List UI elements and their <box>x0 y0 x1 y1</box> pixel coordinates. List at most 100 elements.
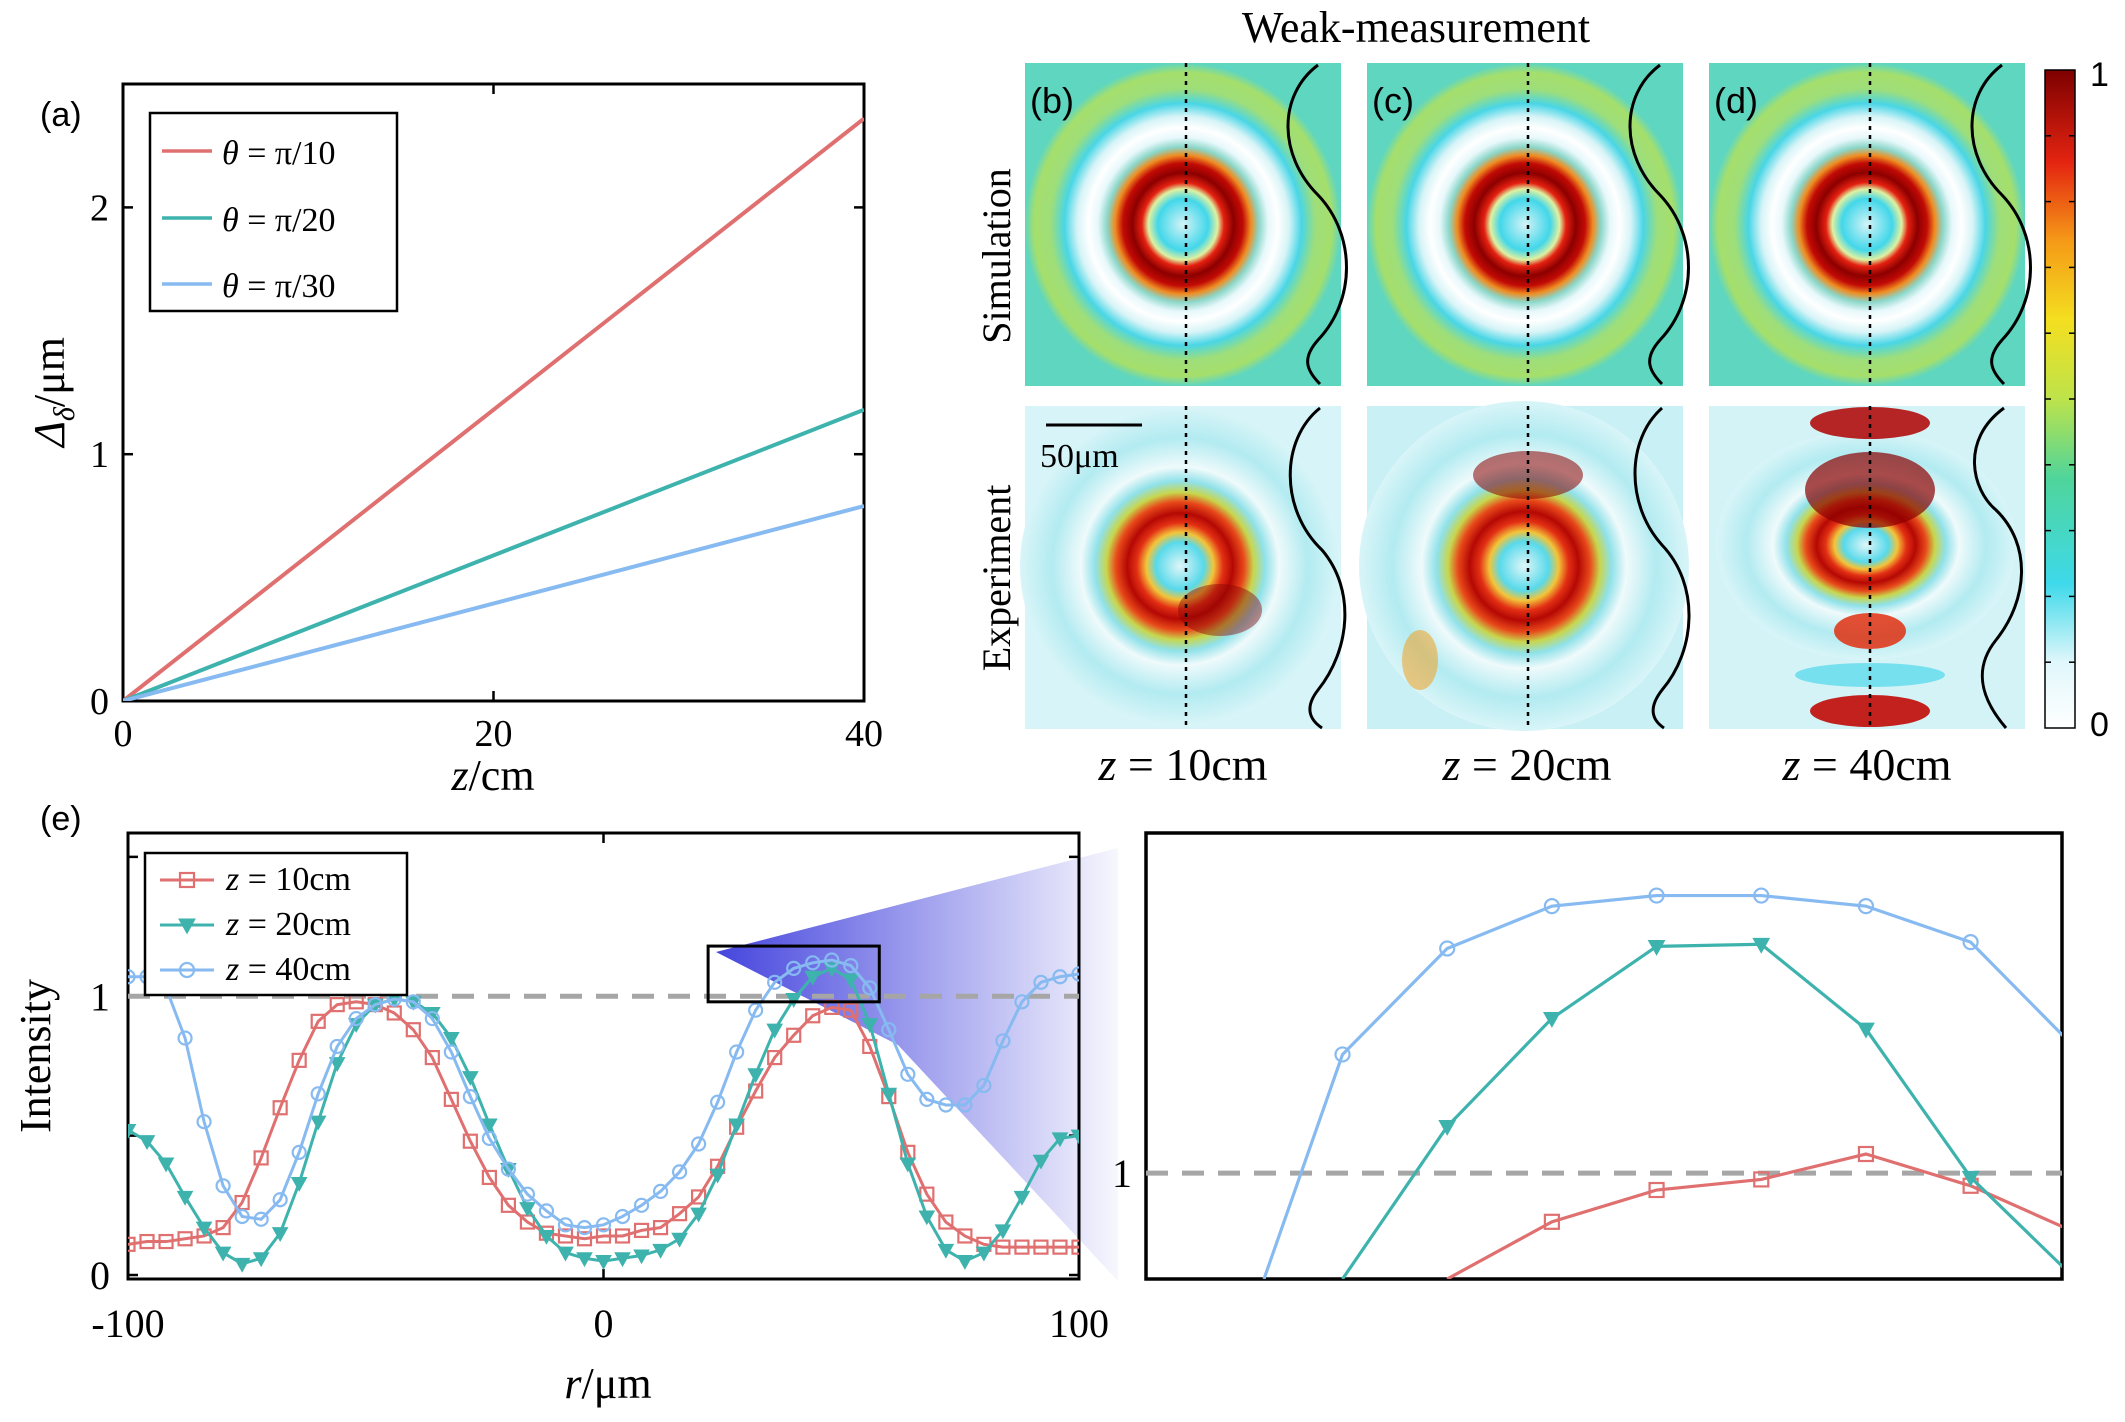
e-point-1 <box>671 1206 688 1222</box>
e-xtick-label: 0 <box>594 1301 614 1346</box>
colorbar-min-label: 0 <box>2090 706 2109 744</box>
zoom-series-line-2 <box>1341 942 2062 1279</box>
zoom-ytick-label: 1 <box>1112 1151 1132 1196</box>
e-point-3 <box>995 1033 1011 1049</box>
e-point-3 <box>1071 966 1079 982</box>
zoom-point-2 <box>1438 1120 1457 1136</box>
e-point-2 <box>233 1257 251 1273</box>
e-point-1 <box>557 1228 574 1244</box>
legend-e-marker-3 <box>178 961 196 979</box>
e-point-3 <box>690 1136 707 1152</box>
e-point-3 <box>671 1164 688 1180</box>
e-point-1 <box>253 1150 269 1166</box>
e-point-1 <box>1014 1239 1030 1255</box>
e-point-2 <box>994 1224 1012 1240</box>
e-point-1 <box>500 1197 516 1213</box>
e-point-2 <box>709 1168 726 1184</box>
e-point-3 <box>177 1030 193 1046</box>
zoom-series-line-1 <box>1446 1152 2062 1279</box>
a-series-line-1 <box>123 116 864 701</box>
zoom-point-3 <box>1857 898 1875 915</box>
e-point-2 <box>309 1115 327 1131</box>
e-point-3 <box>557 1217 574 1233</box>
panel-a-xlabel: z/cm <box>450 751 534 800</box>
legend-e-marker-2 <box>178 918 196 935</box>
e-point-2 <box>157 1157 175 1173</box>
e-point-3 <box>1033 974 1049 990</box>
e-xtick-label: 100 <box>1049 1301 1109 1346</box>
e-point-3 <box>614 1208 631 1225</box>
e-point-1 <box>1071 1239 1079 1255</box>
e-point-2 <box>899 1157 917 1173</box>
e-point-3 <box>805 955 821 971</box>
panel-e-xlabel: r/μm <box>564 1359 651 1408</box>
e-point-1 <box>291 1052 307 1068</box>
e-point-2 <box>1070 1129 1079 1145</box>
heatmap-b-experiment: 50μm <box>1020 406 1347 730</box>
e-point-2 <box>595 1255 612 1270</box>
e-series-line-3 <box>128 958 1079 1230</box>
colorbar-max-label: 1 <box>2090 56 2109 94</box>
e-point-3 <box>957 1097 973 1113</box>
e-point-2 <box>328 1057 346 1072</box>
colorbar: 1 0 <box>2044 56 2109 744</box>
e-point-1 <box>957 1228 973 1244</box>
e-point-2 <box>214 1246 232 1262</box>
e-point-3 <box>424 1010 440 1027</box>
e-point-2 <box>956 1255 974 1270</box>
legend-a-item-1: θ = π/10 <box>222 135 336 172</box>
zoom-point-2 <box>1857 1022 1875 1039</box>
a-series-line-2 <box>123 407 864 701</box>
heatmap-c-label: (c) <box>1372 80 1414 121</box>
legend-e-item-1: z = 10cm <box>225 861 351 898</box>
e-series-line-1 <box>128 1000 1079 1249</box>
e-point-1 <box>177 1231 193 1247</box>
e-point-3 <box>462 1088 478 1105</box>
scale-bar-label: 50μm <box>1040 438 1119 475</box>
zoom-point-2 <box>1752 937 1771 954</box>
zoom-point-1 <box>1648 1181 1665 1199</box>
e-point-3 <box>348 1010 364 1027</box>
a-xtick-label: 0 <box>114 713 133 755</box>
e-point-1 <box>310 1013 326 1029</box>
zoom-point-1 <box>1543 1213 1560 1230</box>
e-point-2 <box>481 1118 498 1134</box>
e-point-2 <box>804 970 822 986</box>
e-point-3 <box>443 1044 459 1060</box>
e-point-2 <box>614 1252 631 1268</box>
e-point-1 <box>614 1228 631 1244</box>
panel-a-legend: θ = π/10 θ = π/20 θ = π/30 <box>148 111 399 313</box>
e-point-2 <box>1013 1190 1031 1206</box>
e-point-3 <box>291 1144 307 1160</box>
e-point-3 <box>710 1094 726 1110</box>
e-point-2 <box>842 973 860 989</box>
e-point-1 <box>139 1233 155 1250</box>
e-point-2 <box>462 1071 479 1086</box>
e-point-2 <box>576 1252 593 1268</box>
e-point-1 <box>424 1049 440 1066</box>
e-point-2 <box>519 1202 536 1217</box>
e-point-3 <box>576 1220 593 1236</box>
panel-e-ylabel: Intensity <box>11 979 60 1133</box>
panel-e-label: (e) <box>40 800 82 838</box>
heatmap-panels: Weak-measurement Simulation Experiment (… <box>974 3 2109 790</box>
e-point-2 <box>252 1252 270 1268</box>
zoom-point-3 <box>1439 940 1456 957</box>
e-point-1 <box>481 1169 497 1186</box>
e-point-2 <box>766 1023 784 1039</box>
e-point-3 <box>786 960 802 976</box>
zoom-point-3 <box>2068 1041 2082 1055</box>
legend-a-item-2: θ = π/20 <box>222 202 336 239</box>
e-point-3 <box>310 1086 326 1102</box>
e-point-3 <box>1014 994 1030 1010</box>
e-point-2 <box>861 1018 879 1033</box>
e-point-2 <box>728 1118 745 1134</box>
zoom-point-2 <box>1647 939 1666 956</box>
zoom-point-3 <box>1543 898 1560 915</box>
e-point-3 <box>215 1178 231 1194</box>
e-point-2 <box>690 1207 707 1223</box>
e-ytick-label: 0 <box>90 1253 110 1298</box>
e-point-1 <box>595 1228 612 1244</box>
